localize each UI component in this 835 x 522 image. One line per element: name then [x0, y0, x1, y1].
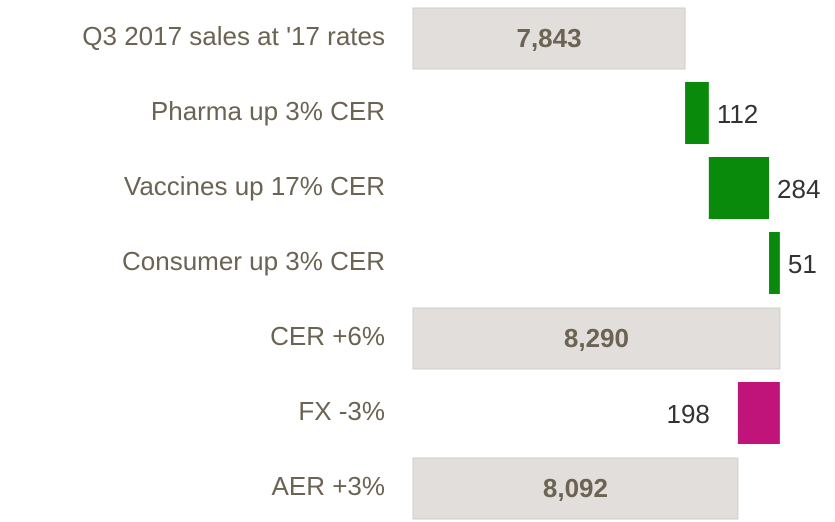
value-label: 51 — [788, 249, 817, 279]
value-label: 8,092 — [543, 473, 608, 503]
delta-bar — [708, 157, 770, 219]
category-label: FX -3% — [298, 396, 385, 426]
delta-bar — [737, 382, 780, 444]
category-label: Vaccines up 17% CER — [124, 171, 385, 201]
category-label: Q3 2017 sales at '17 rates — [82, 21, 385, 51]
total-bar — [412, 7, 686, 70]
value-label: 198 — [666, 399, 709, 429]
category-label: CER +6% — [270, 321, 385, 351]
value-label: 7,843 — [516, 23, 581, 53]
value-label: 284 — [777, 174, 820, 204]
category-label: AER +3% — [272, 471, 385, 501]
value-label: 112 — [717, 99, 758, 129]
total-bar — [412, 457, 739, 520]
total-bar — [412, 307, 781, 370]
delta-bar — [685, 82, 709, 144]
delta-bar — [769, 232, 780, 294]
category-label: Pharma up 3% CER — [151, 96, 385, 126]
category-label: Consumer up 3% CER — [122, 246, 385, 276]
value-label: 8,290 — [564, 323, 629, 353]
